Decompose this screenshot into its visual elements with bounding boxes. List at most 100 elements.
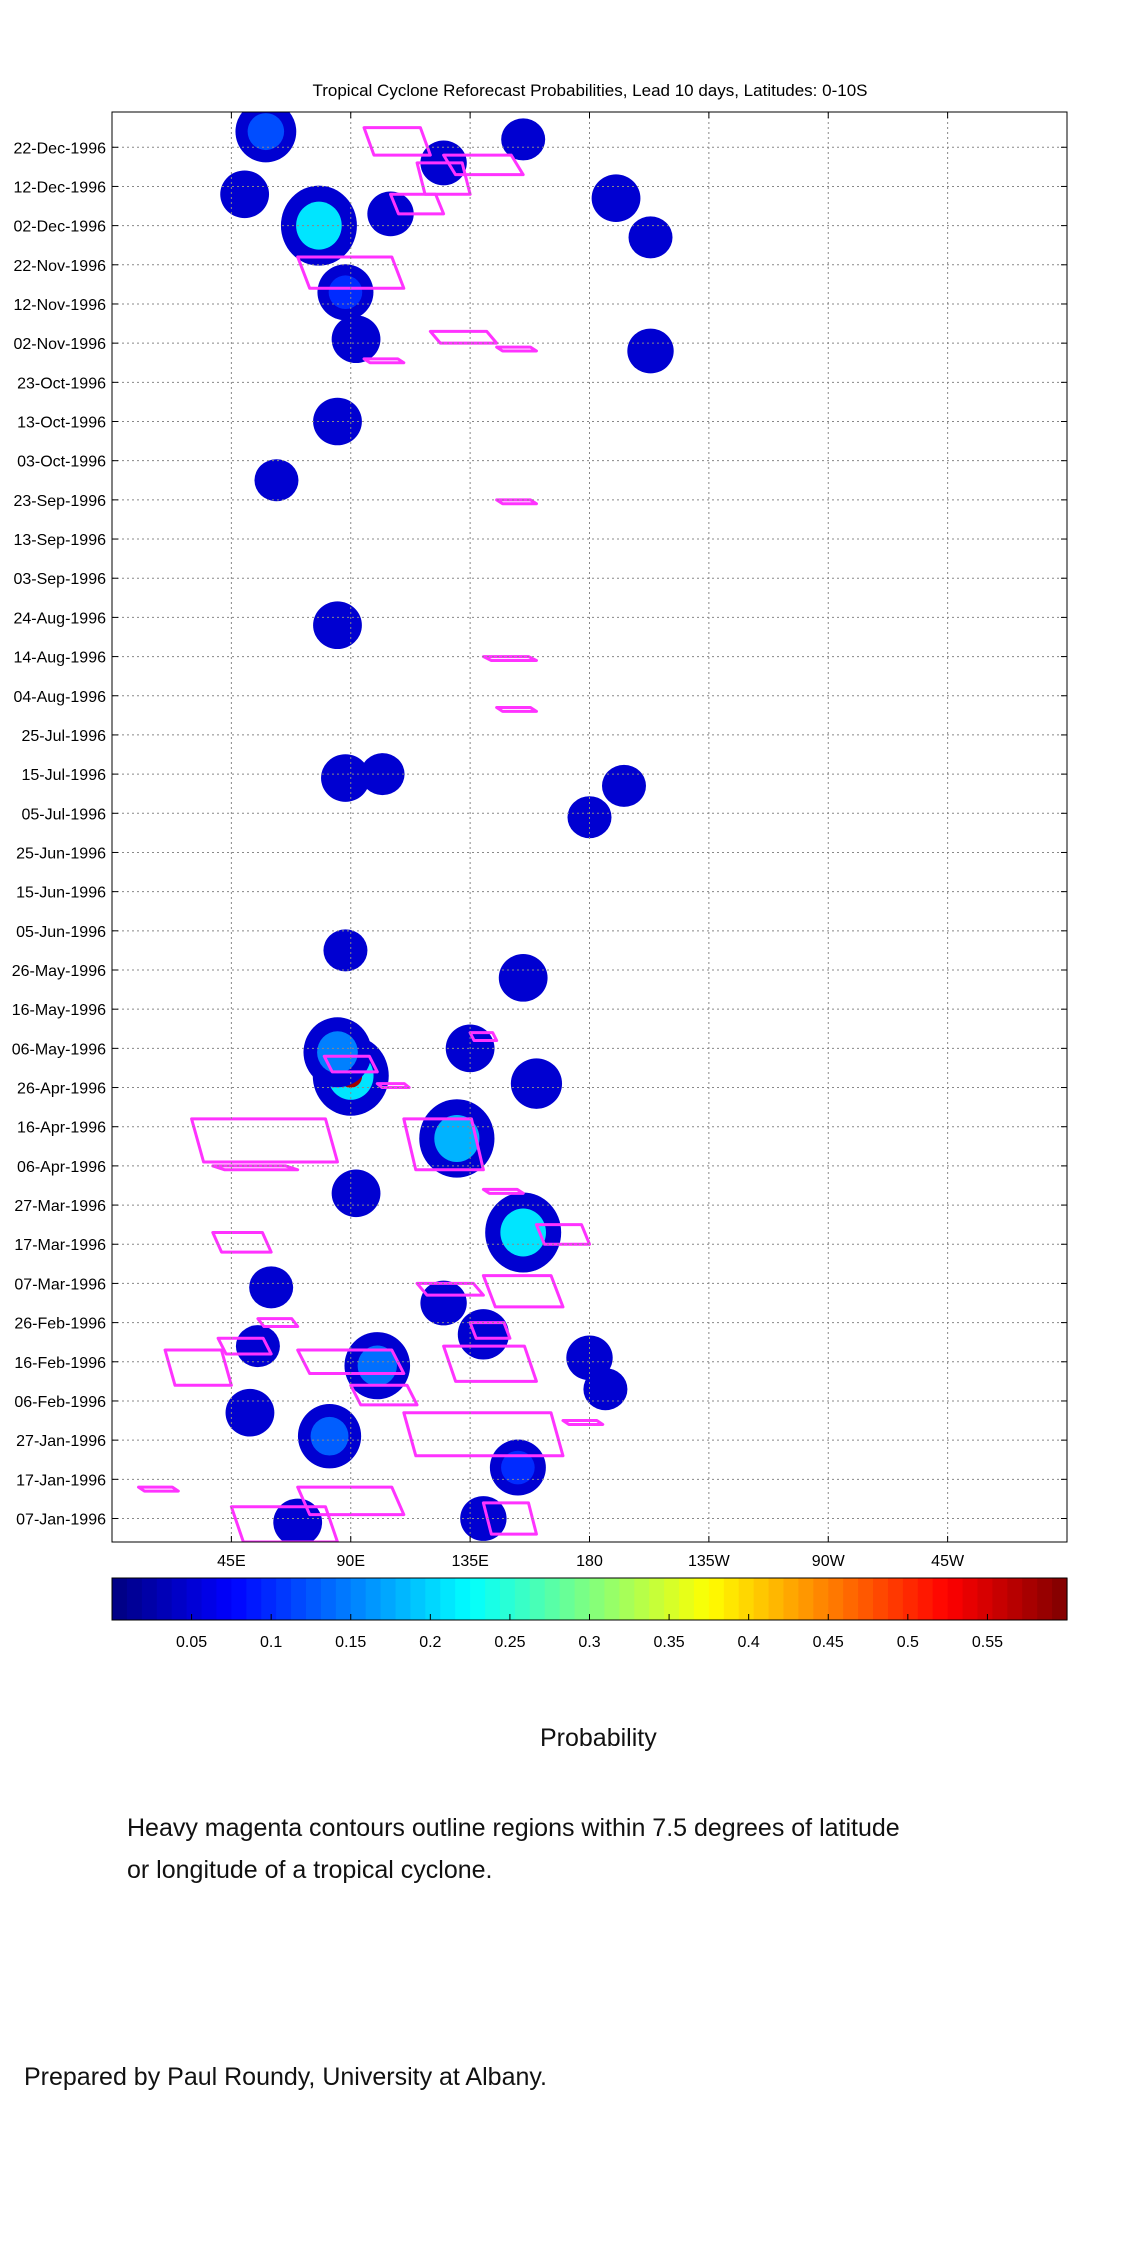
y-tick-label-1: 12-Dec-1996 (14, 179, 107, 196)
colorbar-segment-40 (708, 1578, 725, 1620)
colorbar-segment-39 (693, 1578, 710, 1620)
y-tick-label-33: 27-Jan-1996 (16, 1433, 106, 1450)
cyclone-contour-15 (402, 1117, 485, 1172)
cyclone-contour-4 (389, 192, 446, 216)
colorbar-tick-label-7: 0.4 (738, 1634, 760, 1651)
cyclone-contour-12 (322, 1054, 379, 1074)
cyclone-contour-2 (442, 153, 525, 177)
y-tick-label-19: 15-Jun-1996 (16, 885, 106, 902)
colorbar-segment-51 (873, 1578, 889, 1620)
colorbar-segment-52 (887, 1578, 904, 1620)
probability-blob-35 (225, 1388, 275, 1437)
colorbar-tick-label-9: 0.5 (897, 1634, 919, 1651)
probability-blob-27 (249, 1266, 294, 1309)
cyclone-contour-20 (415, 1281, 485, 1297)
cyclone-contour-27 (349, 1383, 419, 1407)
colorbar-segment-31 (574, 1578, 591, 1620)
colorbar-segment-23 (455, 1578, 471, 1620)
x-tick-label-0: 45E (217, 1553, 245, 1570)
colorbar-segment-61 (1022, 1578, 1038, 1620)
colorbar-segment-13 (305, 1578, 322, 1620)
x-tick-label-1: 90E (337, 1553, 365, 1570)
colorbar-tick-label-0: 0.05 (176, 1634, 207, 1651)
cyclone-contour-33 (481, 1501, 538, 1536)
probability-blob-6 (591, 174, 641, 222)
colorbar-segment-8 (231, 1578, 247, 1620)
colorbar-segment-14 (320, 1578, 337, 1620)
colorbar-segment-59 (992, 1578, 1008, 1620)
y-tick-label-2: 02-Dec-1996 (14, 219, 107, 236)
colorbar-segment-56 (947, 1578, 964, 1620)
colorbar-segment-45 (783, 1578, 800, 1620)
probability-blob-13 (313, 601, 362, 650)
cyclone-contour-7 (362, 357, 406, 365)
colorbar-segment-21 (425, 1578, 441, 1620)
y-tick-label-35: 07-Jan-1996 (16, 1511, 106, 1528)
y-tick-label-32: 06-Feb-1996 (14, 1394, 106, 1411)
cyclone-contour-5 (428, 329, 499, 345)
colorbar-segment-22 (440, 1578, 456, 1620)
colorbar-segment-9 (246, 1578, 262, 1620)
x-tick-label-5: 90W (812, 1553, 846, 1570)
cyclone-contour-3 (296, 255, 406, 290)
cyclone-contour-8 (495, 498, 538, 506)
y-tick-label-13: 14-Aug-1996 (13, 650, 106, 667)
cyclone-contour-17 (481, 1187, 525, 1195)
contour-note-line-2: or longitude of a tropical cyclone. (127, 1856, 493, 1884)
y-tick-label-6: 23-Oct-1996 (17, 375, 106, 392)
cyclone-contour-19 (211, 1230, 273, 1254)
y-tick-label-12: 24-Aug-1996 (13, 610, 106, 627)
colorbar-segment-25 (485, 1578, 501, 1620)
colorbar-segment-38 (679, 1578, 695, 1620)
colorbar-segment-32 (589, 1578, 606, 1620)
y-tick-label-10: 13-Sep-1996 (13, 532, 106, 549)
colorbar-tick-label-5: 0.3 (578, 1634, 600, 1651)
colorbar-segment-42 (738, 1578, 755, 1620)
colorbar-segment-2 (141, 1578, 158, 1620)
chart-title: Tropical Cyclone Reforecast Probabilitie… (312, 81, 867, 100)
colorbar-segment-19 (395, 1578, 412, 1620)
plot-frame (111, 111, 1068, 1543)
colorbar-segment-26 (499, 1578, 516, 1620)
credit-line: Prepared by Paul Roundy, University at A… (24, 2063, 547, 2091)
colorbar-segment-30 (559, 1578, 576, 1620)
colorbar-segment-43 (753, 1578, 770, 1620)
colorbar-segment-33 (604, 1578, 620, 1620)
probability-blob-9 (331, 315, 381, 364)
y-tick-label-18: 25-Jun-1996 (16, 845, 106, 862)
colorbar-segment-17 (365, 1578, 382, 1620)
probability-blob-28 (420, 1280, 467, 1326)
contour-note-line-1: Heavy magenta contours outline regions w… (127, 1814, 900, 1842)
cyclone-contour-34 (137, 1485, 180, 1493)
cyclone-contours (137, 126, 605, 1542)
cyclone-contour-16 (211, 1164, 300, 1172)
probability-blob-25 (331, 1169, 381, 1218)
colorbar-segment-34 (619, 1578, 635, 1620)
cyclone-contour-29 (402, 1411, 565, 1458)
cyclone-contour-24 (163, 1348, 233, 1387)
colorbar-tick-label-10: 0.55 (972, 1634, 1003, 1651)
colorbar-segment-57 (962, 1578, 979, 1620)
probability-blob-29 (457, 1309, 509, 1360)
colorbar-segment-36 (649, 1578, 665, 1620)
y-tick-label-25: 16-Apr-1996 (17, 1120, 106, 1137)
probability-blob-19 (498, 954, 548, 1002)
cyclone-contour-14 (190, 1117, 339, 1164)
y-tick-label-31: 16-Feb-1996 (14, 1355, 106, 1372)
y-tick-label-27: 27-Mar-1996 (14, 1198, 106, 1215)
probability-blob-10 (627, 328, 674, 374)
colorbar-segment-53 (902, 1578, 919, 1620)
probability-core-30 (357, 1345, 397, 1386)
colorbar-segment-11 (276, 1578, 292, 1620)
x-tick-label-2: 135E (451, 1553, 488, 1570)
colorbar-tick-label-2: 0.15 (335, 1634, 366, 1651)
y-tick-label-20: 05-Jun-1996 (16, 924, 106, 941)
cyclone-contour-11 (468, 1031, 499, 1043)
colorbar-segment-60 (1007, 1578, 1023, 1620)
cyclone-contour-18 (534, 1223, 591, 1246)
tc-probability-figure: Tropical Cyclone Reforecast Probabilitie… (12, 81, 1068, 1651)
probability-blob-23 (510, 1058, 563, 1109)
cyclone-contour-6 (495, 345, 538, 353)
colorbar-segment-55 (932, 1578, 949, 1620)
colorbar-segment-20 (410, 1578, 426, 1620)
